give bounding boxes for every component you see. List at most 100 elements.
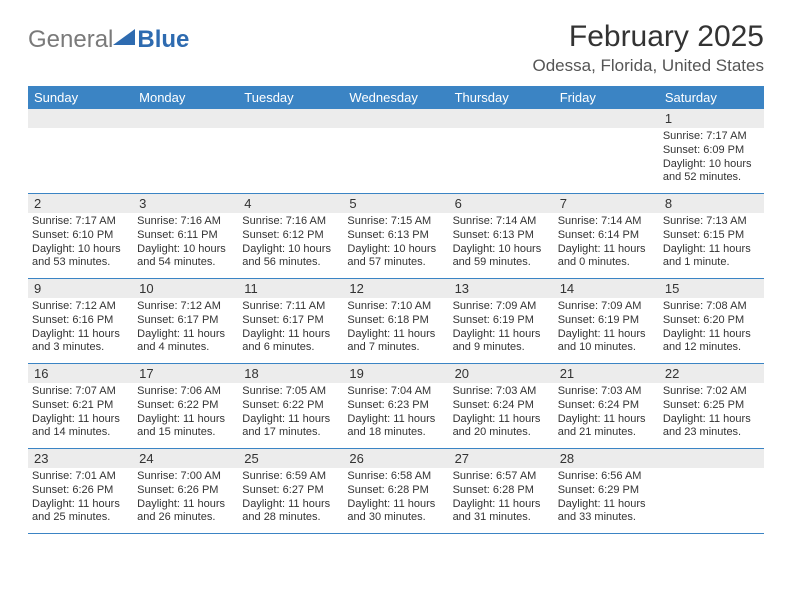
day-sunrise: Sunrise: 7:12 AM <box>137 300 234 314</box>
day-day1: Daylight: 11 hours <box>32 328 129 342</box>
day-cell: 28Sunrise: 6:56 AMSunset: 6:29 PMDayligh… <box>554 449 659 533</box>
day-sunset: Sunset: 6:22 PM <box>242 399 339 413</box>
day-day2: and 54 minutes. <box>137 256 234 270</box>
day-info: Sunrise: 7:12 AMSunset: 6:17 PMDaylight:… <box>133 300 238 355</box>
day-cell: 13Sunrise: 7:09 AMSunset: 6:19 PMDayligh… <box>449 279 554 363</box>
day-day2: and 17 minutes. <box>242 426 339 440</box>
day-sunset: Sunset: 6:17 PM <box>137 314 234 328</box>
day-sunrise: Sunrise: 7:14 AM <box>558 215 655 229</box>
day-day2: and 59 minutes. <box>453 256 550 270</box>
day-number <box>343 109 448 128</box>
day-info: Sunrise: 7:02 AMSunset: 6:25 PMDaylight:… <box>659 385 764 440</box>
day-cell: 10 Sunrise: 7:12 AMSunset: 6:17 PMDayligh… <box>133 279 238 363</box>
day-info: Sunrise: 7:09 AMSunset: 6:19 PMDaylight:… <box>554 300 659 355</box>
day-sunrise: Sunrise: 7:16 AM <box>137 215 234 229</box>
day-cell: 1Sunrise: 7:17 AMSunset: 6:09 PMDaylight… <box>659 109 764 193</box>
day-sunset: Sunset: 6:18 PM <box>347 314 444 328</box>
day-info: Sunrise: 7:16 AMSunset: 6:12 PMDaylight:… <box>238 215 343 270</box>
day-sunset: Sunset: 6:27 PM <box>242 484 339 498</box>
day-day1: Daylight: 11 hours <box>663 328 760 342</box>
day-day2: and 26 minutes. <box>137 511 234 525</box>
day-day1: Daylight: 11 hours <box>137 498 234 512</box>
day-number <box>659 449 764 468</box>
day-cell: 19Sunrise: 7:04 AMSunset: 6:23 PMDayligh… <box>343 364 448 448</box>
day-sunset: Sunset: 6:19 PM <box>558 314 655 328</box>
day-day2: and 4 minutes. <box>137 341 234 355</box>
day-info: Sunrise: 7:06 AMSunset: 6:22 PMDaylight:… <box>133 385 238 440</box>
day-info: Sunrise: 6:59 AMSunset: 6:27 PMDaylight:… <box>238 470 343 525</box>
day-day2: and 31 minutes. <box>453 511 550 525</box>
day-day2: and 6 minutes. <box>242 341 339 355</box>
day-day1: Daylight: 11 hours <box>558 328 655 342</box>
day-info: Sunrise: 7:17 AMSunset: 6:10 PMDaylight:… <box>28 215 133 270</box>
day-day2: and 33 minutes. <box>558 511 655 525</box>
day-number: 23 <box>28 449 133 468</box>
day-sunrise: Sunrise: 7:00 AM <box>137 470 234 484</box>
day-cell <box>659 449 764 533</box>
day-number: 5 <box>343 194 448 213</box>
day-day2: and 21 minutes. <box>558 426 655 440</box>
day-info: Sunrise: 7:10 AMSunset: 6:18 PMDaylight:… <box>343 300 448 355</box>
day-number: 10 <box>133 279 238 298</box>
day-of-week-header: Thursday <box>449 86 554 109</box>
day-number: 14 <box>554 279 659 298</box>
day-number: 12 <box>343 279 448 298</box>
day-info: Sunrise: 7:05 AMSunset: 6:22 PMDaylight:… <box>238 385 343 440</box>
day-number: 7 <box>554 194 659 213</box>
day-cell: 15 Sunrise: 7:08 AMSunset: 6:20 PMDayligh… <box>659 279 764 363</box>
day-sunrise: Sunrise: 7:17 AM <box>663 130 760 144</box>
day-cell <box>343 109 448 193</box>
day-day1: Daylight: 11 hours <box>32 413 129 427</box>
day-cell: 9Sunrise: 7:12 AMSunset: 6:16 PMDaylight… <box>28 279 133 363</box>
day-cell <box>449 109 554 193</box>
day-sunset: Sunset: 6:29 PM <box>558 484 655 498</box>
day-cell: 27Sunrise: 6:57 AMSunset: 6:28 PMDayligh… <box>449 449 554 533</box>
day-info: Sunrise: 7:16 AMSunset: 6:11 PMDaylight:… <box>133 215 238 270</box>
day-sunset: Sunset: 6:26 PM <box>32 484 129 498</box>
day-cell: 21Sunrise: 7:03 AMSunset: 6:24 PMDayligh… <box>554 364 659 448</box>
day-cell <box>28 109 133 193</box>
day-sunset: Sunset: 6:25 PM <box>663 399 760 413</box>
day-sunrise: Sunrise: 7:05 AM <box>242 385 339 399</box>
day-cell: 24Sunrise: 7:00 AMSunset: 6:26 PMDayligh… <box>133 449 238 533</box>
day-sunset: Sunset: 6:11 PM <box>137 229 234 243</box>
day-cell: 5 Sunrise: 7:15 AMSunset: 6:13 PMDaylight… <box>343 194 448 278</box>
day-sunrise: Sunrise: 7:04 AM <box>347 385 444 399</box>
day-sunrise: Sunrise: 7:10 AM <box>347 300 444 314</box>
day-sunrise: Sunrise: 7:07 AM <box>32 385 129 399</box>
day-info: Sunrise: 7:14 AMSunset: 6:13 PMDaylight:… <box>449 215 554 270</box>
day-cell: 2Sunrise: 7:17 AMSunset: 6:10 PMDaylight… <box>28 194 133 278</box>
day-number: 21 <box>554 364 659 383</box>
day-number: 3 <box>133 194 238 213</box>
day-cell: 16Sunrise: 7:07 AMSunset: 6:21 PMDayligh… <box>28 364 133 448</box>
day-number: 22 <box>659 364 764 383</box>
day-sunrise: Sunrise: 7:13 AM <box>663 215 760 229</box>
day-info: Sunrise: 7:17 AMSunset: 6:09 PMDaylight:… <box>659 130 764 185</box>
day-day2: and 20 minutes. <box>453 426 550 440</box>
day-sunrise: Sunrise: 6:56 AM <box>558 470 655 484</box>
day-number: 25 <box>238 449 343 468</box>
day-day2: and 7 minutes. <box>347 341 444 355</box>
week-row: 2Sunrise: 7:17 AMSunset: 6:10 PMDaylight… <box>28 194 764 279</box>
day-info: Sunrise: 7:15 AMSunset: 6:13 PMDaylight:… <box>343 215 448 270</box>
day-day1: Daylight: 10 hours <box>242 243 339 257</box>
day-of-week-header: Sunday <box>28 86 133 109</box>
day-day1: Daylight: 11 hours <box>558 498 655 512</box>
brand-word-2: Blue <box>137 26 189 54</box>
day-cell: 6Sunrise: 7:14 AMSunset: 6:13 PMDaylight… <box>449 194 554 278</box>
day-info: Sunrise: 7:07 AMSunset: 6:21 PMDaylight:… <box>28 385 133 440</box>
day-info: Sunrise: 7:11 AMSunset: 6:17 PMDaylight:… <box>238 300 343 355</box>
day-cell: 11Sunrise: 7:11 AMSunset: 6:17 PMDayligh… <box>238 279 343 363</box>
day-sunrise: Sunrise: 7:16 AM <box>242 215 339 229</box>
day-day1: Daylight: 11 hours <box>453 413 550 427</box>
day-number: 15 <box>659 279 764 298</box>
day-day1: Daylight: 11 hours <box>663 243 760 257</box>
day-number: 19 <box>343 364 448 383</box>
day-day2: and 53 minutes. <box>32 256 129 270</box>
day-number: 24 <box>133 449 238 468</box>
day-day2: and 10 minutes. <box>558 341 655 355</box>
day-info: Sunrise: 7:08 AMSunset: 6:20 PMDaylight:… <box>659 300 764 355</box>
day-day1: Daylight: 11 hours <box>137 413 234 427</box>
day-day1: Daylight: 11 hours <box>558 243 655 257</box>
day-number: 18 <box>238 364 343 383</box>
